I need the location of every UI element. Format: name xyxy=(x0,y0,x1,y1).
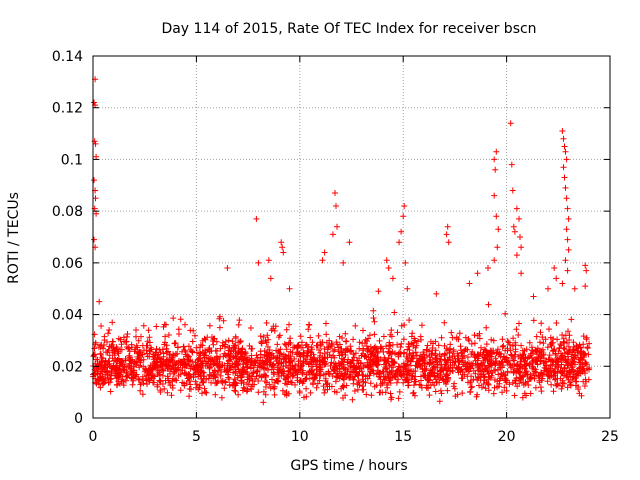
y-tick-label: 0.06 xyxy=(52,256,83,272)
chart-title: Day 114 of 2015, Rate Of TEC Index for r… xyxy=(161,21,536,37)
y-tick-label: 0.14 xyxy=(52,49,83,65)
y-tick-label: 0.1 xyxy=(61,152,83,168)
x-axis-ticks: 0 5 10 15 20 25 xyxy=(89,56,619,445)
data-points xyxy=(90,76,593,406)
y-tick-label: 0.02 xyxy=(52,359,83,375)
roti-series xyxy=(90,76,593,406)
x-tick-label: 5 xyxy=(192,429,201,445)
y-tick-label: 0.12 xyxy=(52,101,83,117)
x-tick-label: 15 xyxy=(394,429,412,445)
plot-frame xyxy=(92,55,611,419)
x-tick-label: 20 xyxy=(498,429,516,445)
x-tick-label: 10 xyxy=(291,429,309,445)
x-axis-label: GPS time / hours xyxy=(290,458,407,474)
y-axis-ticks: 0 0.02 0.04 0.06 0.08 0.1 0.12 0.14 xyxy=(52,49,610,427)
grid-lines xyxy=(93,56,610,418)
y-tick-label: 0.04 xyxy=(52,308,83,324)
x-tick-label: 0 xyxy=(89,429,98,445)
x-tick-label: 25 xyxy=(601,429,619,445)
y-tick-label: 0 xyxy=(74,411,83,427)
y-axis-label: ROTI / TECUs xyxy=(6,192,22,284)
y-tick-label: 0.08 xyxy=(52,204,83,220)
